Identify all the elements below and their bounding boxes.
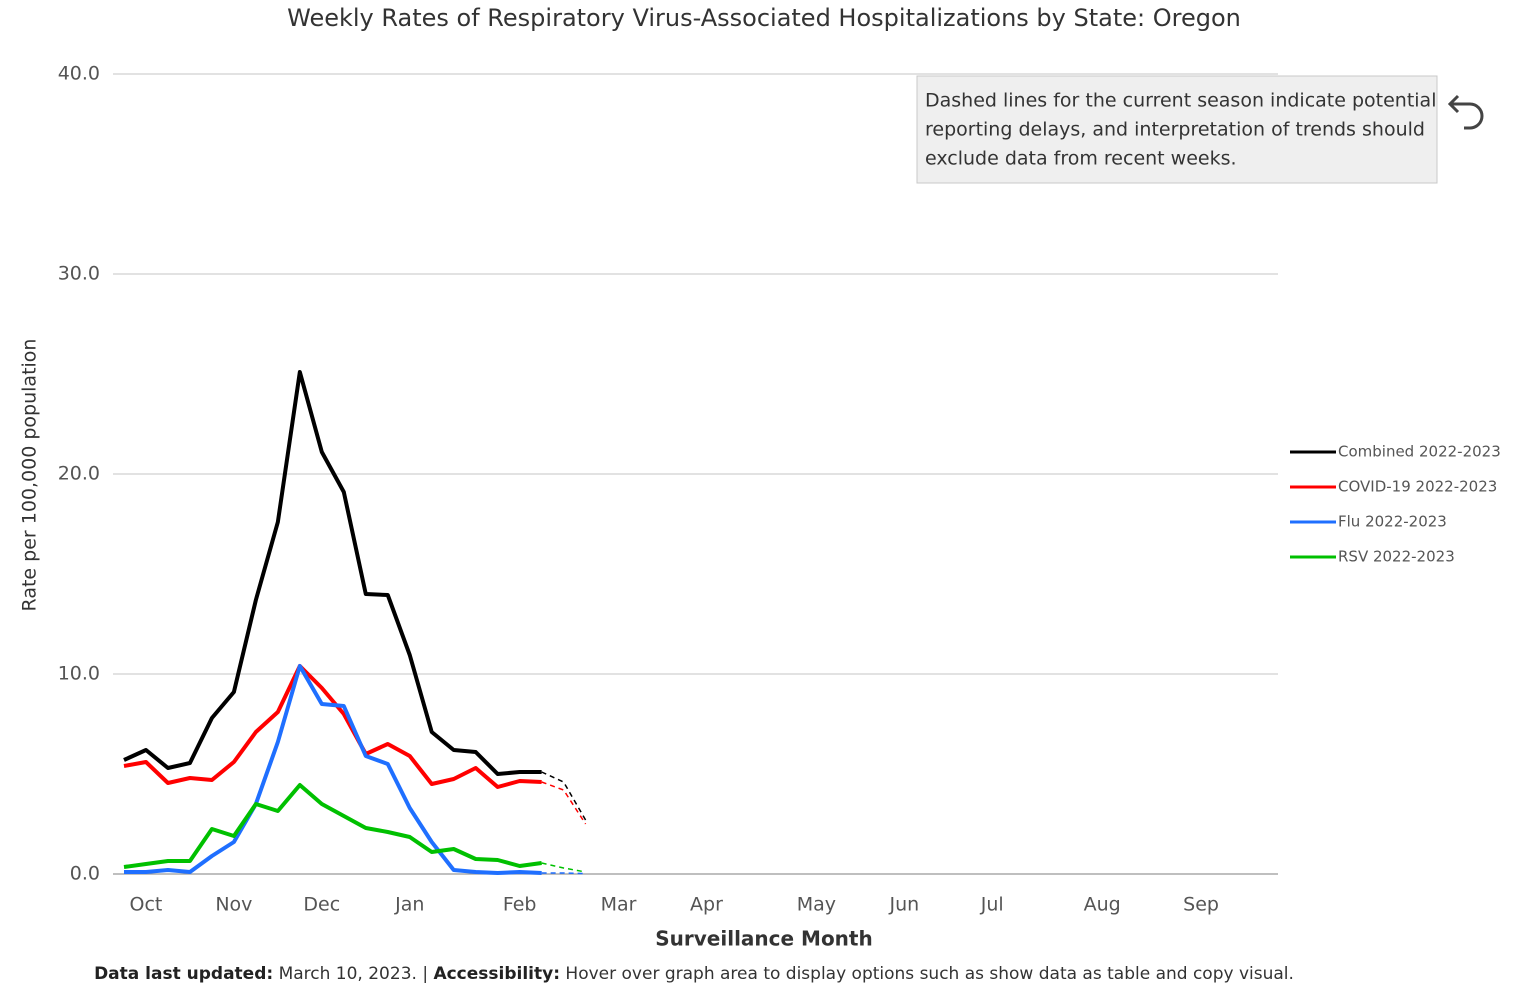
y-tick-label: 20.0 [58, 463, 100, 485]
footer-text: Hover over graph area to display options… [565, 964, 1294, 984]
x-tick-label: Dec [303, 894, 340, 916]
annotation-box [916, 75, 1438, 184]
series-line [123, 783, 542, 869]
annotation-text: reporting delays, and interpretation of … [925, 119, 1425, 141]
x-tick-label: Aug [1084, 894, 1121, 916]
x-tick-label: Sep [1183, 894, 1219, 916]
x-tick-label: Jul [980, 894, 1004, 916]
y-tick-label: 30.0 [58, 263, 100, 285]
annotation-text: Dashed lines for the current season indi… [925, 90, 1436, 112]
reset-icon[interactable] [1447, 94, 1484, 130]
series-line-dashed [541, 872, 586, 875]
legend-label: COVID-19 2022-2023 [1338, 478, 1497, 496]
y-axis-label: Rate per 100,000 population [19, 339, 41, 612]
x-tick-label: Mar [601, 894, 637, 916]
legend-label: RSV 2022-2023 [1338, 548, 1455, 566]
series-line-dashed [541, 771, 587, 821]
x-tick-label: Feb [503, 894, 537, 916]
x-tick-label: Jan [394, 894, 424, 916]
series-line [123, 664, 542, 875]
legend-label: Combined 2022-2023 [1338, 443, 1501, 461]
series-line [123, 664, 542, 789]
series-line-dashed [541, 862, 586, 873]
x-tick-label: Jun [888, 894, 919, 916]
x-tick-label: Apr [690, 894, 723, 916]
x-tick-label: Nov [215, 894, 252, 916]
footer: Data last updated: March 10, 2023. | Acc… [94, 964, 1294, 984]
annotation-text: exclude data from recent weeks. [925, 148, 1237, 170]
x-axis-label: Surveillance Month [655, 927, 872, 951]
footer-label: Accessibility: [433, 964, 560, 984]
legend-label: Flu 2022-2023 [1338, 513, 1447, 531]
y-tick-label: 40.0 [58, 63, 100, 85]
chart-title: Weekly Rates of Respiratory Virus-Associ… [287, 4, 1241, 32]
series-line [123, 370, 542, 776]
y-tick-label: 10.0 [58, 663, 100, 685]
footer-text: March 10, 2023. | [279, 964, 428, 984]
x-tick-label: May [797, 894, 836, 916]
series-line-dashed [541, 781, 587, 825]
y-tick-label: 0.0 [70, 863, 100, 885]
x-tick-label: Oct [130, 894, 163, 916]
footer-label: Data last updated: [94, 964, 273, 984]
